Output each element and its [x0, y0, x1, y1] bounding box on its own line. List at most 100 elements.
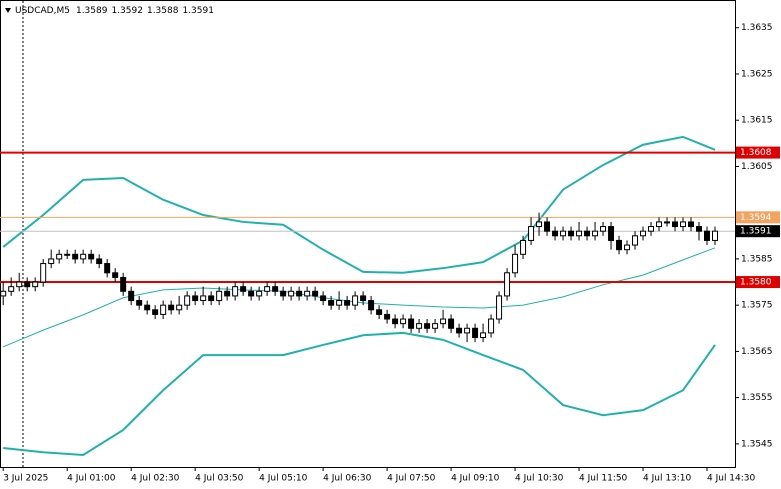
candle-body — [472, 327, 479, 339]
candle-body — [64, 253, 71, 256]
candle-body — [464, 327, 471, 334]
candle-body — [672, 221, 679, 228]
candle-body — [376, 309, 383, 315]
symbol: USDCAD,M5 — [15, 6, 70, 16]
candle-body — [680, 221, 687, 228]
candle-body — [232, 286, 239, 297]
candle-body — [16, 281, 23, 288]
candle-body — [512, 253, 519, 274]
price-label: 1.3594 — [740, 213, 772, 223]
x-tick-label: 4 Jul 10:30 — [515, 474, 564, 484]
candle-body — [576, 230, 583, 237]
x-tick-label: 4 Jul 11:50 — [579, 474, 628, 484]
candle-body — [240, 286, 247, 292]
x-tick-label: 3 Jul 2025 — [3, 474, 48, 484]
candle-body — [552, 230, 559, 237]
candle-body — [336, 300, 343, 306]
candle-body — [488, 318, 495, 334]
x-tick-label: 4 Jul 01:00 — [67, 474, 116, 484]
candle-body — [600, 226, 607, 232]
candle-body — [208, 295, 215, 302]
candle-body — [136, 300, 143, 306]
candle-body — [120, 276, 127, 292]
price-label-box — [736, 211, 780, 224]
candle-body — [536, 221, 543, 228]
price-label-box — [736, 146, 780, 159]
x-tick-label: 4 Jul 06:30 — [323, 474, 372, 484]
candle-body — [664, 221, 671, 224]
x-tick-label: 4 Jul 02:30 — [131, 474, 180, 484]
price-label: 1.3608 — [740, 148, 772, 158]
x-tick-label: 4 Jul 14:30 — [707, 474, 756, 484]
candle-body — [96, 258, 103, 265]
y-tick-label: 1.3585 — [741, 254, 773, 264]
price-label: 1.3580 — [740, 278, 772, 288]
candle-body — [400, 318, 407, 325]
candle-body — [192, 295, 199, 302]
y-tick-label: 1.3625 — [741, 69, 773, 79]
candle-body — [520, 239, 527, 255]
candle-body — [408, 318, 415, 329]
price-label: 1.3591 — [740, 227, 772, 237]
plot-frame — [0, 0, 736, 468]
candle-body — [584, 230, 591, 237]
chart-header: USDCAD,M5 1.3589 1.3592 1.3588 1.3591 — [15, 6, 214, 16]
candle-body — [200, 295, 207, 302]
candle-body — [624, 244, 631, 251]
x-tick-label: 4 Jul 05:10 — [259, 474, 308, 484]
candle-body — [328, 300, 335, 306]
candle-body — [248, 290, 255, 297]
candle-body — [456, 327, 463, 334]
candle-body — [528, 226, 535, 241]
candle-body — [128, 290, 135, 302]
candle-body — [448, 318, 455, 329]
candle-body — [640, 230, 647, 237]
candle-body — [112, 272, 119, 278]
candle-body — [696, 226, 703, 232]
price-label-box — [736, 276, 780, 289]
y-tick-label: 1.3545 — [741, 439, 773, 449]
candle-body — [104, 263, 111, 274]
candle-body — [352, 295, 359, 306]
candle-body — [504, 272, 511, 297]
candle-body — [160, 304, 167, 315]
candle-body — [0, 290, 7, 297]
candle-body — [40, 263, 47, 283]
candle-body — [608, 226, 615, 241]
candle-body — [632, 235, 639, 246]
candle-body — [656, 221, 663, 228]
band-line — [2, 135, 716, 274]
candle-body — [288, 290, 295, 297]
open: 1.3589 — [76, 6, 108, 16]
candle-body — [592, 230, 599, 237]
candle-body — [32, 281, 39, 288]
candle-body — [384, 313, 391, 320]
menu-arrow[interactable] — [5, 8, 11, 13]
x-tick-label: 4 Jul 13:10 — [643, 474, 692, 484]
y-tick-label: 1.3555 — [741, 393, 773, 403]
candle-body — [312, 290, 319, 297]
price-label-box — [736, 225, 780, 238]
candle-body — [648, 226, 655, 232]
low: 1.3588 — [147, 6, 179, 16]
candle-body — [616, 239, 623, 251]
candle-body — [424, 323, 431, 329]
candle-body — [704, 230, 711, 241]
x-tick-label: 4 Jul 09:10 — [451, 474, 500, 484]
candle-body — [360, 295, 367, 302]
candle-body — [168, 304, 175, 311]
y-tick-label: 1.3615 — [741, 116, 773, 126]
x-tick-label: 4 Jul 03:50 — [195, 474, 244, 484]
candle-body — [392, 318, 399, 325]
candle-body — [272, 286, 279, 292]
candle-body — [416, 323, 423, 329]
candle-body — [688, 221, 695, 228]
band-line — [3, 331, 716, 456]
candle-body — [264, 286, 271, 292]
y-tick-label: 1.3565 — [741, 347, 773, 357]
close: 1.3591 — [182, 6, 214, 16]
candle-body — [344, 300, 351, 306]
candle-body — [80, 253, 87, 260]
candle-body — [48, 258, 55, 265]
high: 1.3592 — [111, 6, 143, 16]
